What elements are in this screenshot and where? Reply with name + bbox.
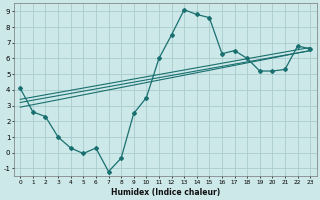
X-axis label: Humidex (Indice chaleur): Humidex (Indice chaleur) [111, 188, 220, 197]
